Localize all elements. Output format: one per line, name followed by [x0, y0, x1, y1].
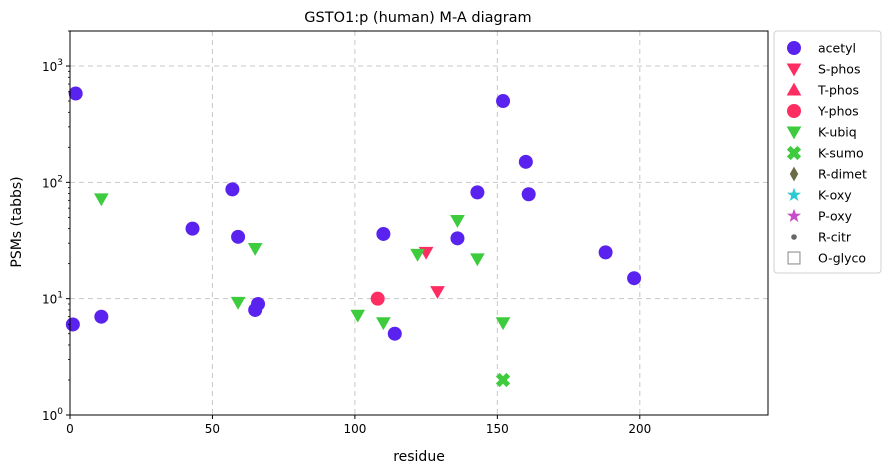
- legend: acetyl S-phos T-phos Y-phos K-ubiq K-sumo R-di…: [773, 30, 882, 274]
- legend-marker-k-sumo: [786, 145, 802, 161]
- point-k-ubiq: [376, 317, 391, 331]
- x-axis-label: residue: [393, 449, 445, 465]
- point-k-ubiq: [350, 309, 366, 323]
- point-acetyl: [518, 154, 533, 169]
- legend-label: P-oxy: [818, 209, 853, 224]
- legend-label: S-phos: [818, 62, 860, 77]
- legend-marker-y-phos: [787, 104, 801, 118]
- plot-frame: [69, 30, 769, 416]
- point-k-ubiq: [495, 317, 511, 331]
- legend-label: O-glyco: [818, 251, 866, 266]
- grid: [70, 31, 768, 415]
- legend-label: R-dimet: [818, 167, 867, 182]
- y-axis-label: PSMs (tabbs): [9, 176, 25, 267]
- point-k-ubiq: [470, 253, 485, 267]
- y-tick-label: 100: [42, 407, 63, 423]
- point-acetyl: [627, 271, 642, 286]
- point-acetyl: [231, 229, 246, 244]
- point-acetyl: [185, 221, 200, 236]
- legend-label: Y-phos: [817, 104, 859, 119]
- x-tick-label: 200: [628, 422, 651, 436]
- point-acetyl: [376, 226, 391, 241]
- x-tick-label: 100: [343, 422, 366, 436]
- legend-marker-k-oxy: [787, 187, 801, 201]
- point-acetyl: [68, 86, 83, 101]
- point-acetyl: [251, 296, 266, 311]
- point-acetyl: [521, 187, 536, 202]
- point-k-ubiq: [247, 242, 263, 256]
- x-tick-label: 0: [66, 422, 74, 436]
- legend-label: R-citr: [818, 230, 852, 245]
- legend-label: acetyl: [818, 41, 856, 56]
- y-tick-label: 101: [42, 291, 63, 307]
- legend-marker-r-dimet: [789, 166, 799, 182]
- legend-label: K-ubiq: [818, 125, 857, 140]
- y-tick-label: 102: [42, 174, 63, 190]
- axes: 0 50 100 150 200 100 101 102 103: [42, 30, 769, 436]
- point-acetyl: [598, 245, 613, 260]
- point-acetyl: [450, 231, 465, 246]
- legend-marker-o-glyco: [787, 251, 801, 265]
- point-y-phos: [370, 291, 385, 306]
- point-s-phos: [430, 286, 445, 299]
- legend-marker-t-phos: [786, 82, 802, 96]
- point-k-ubiq: [93, 193, 109, 207]
- x-tick-label: 150: [486, 422, 509, 436]
- point-acetyl: [225, 182, 240, 197]
- point-acetyl: [470, 185, 485, 200]
- point-acetyl: [94, 309, 109, 324]
- legend-marker-acetyl: [787, 41, 801, 55]
- legend-marker-p-oxy: [787, 208, 801, 222]
- legend-marker-r-citr: [791, 234, 797, 240]
- point-k-ubiq: [410, 248, 425, 262]
- point-acetyl: [65, 317, 80, 332]
- legend-marker-s-phos: [786, 63, 802, 77]
- x-tick-label: 50: [205, 422, 220, 436]
- point-k-ubiq: [450, 214, 465, 228]
- y-tick-label: 103: [42, 58, 63, 74]
- legend-label: K-sumo: [818, 146, 864, 161]
- chart-title: GSTO1:p (human) M-A diagram: [304, 10, 531, 26]
- point-acetyl: [387, 326, 402, 341]
- legend-box: [773, 30, 882, 274]
- point-k-sumo: [495, 372, 511, 388]
- point-k-ubiq: [230, 296, 246, 310]
- legend-label: K-oxy: [818, 188, 852, 203]
- legend-label: T-phos: [817, 83, 859, 98]
- point-acetyl: [496, 94, 511, 109]
- legend-marker-k-ubiq: [786, 126, 802, 140]
- data-points: [65, 86, 642, 388]
